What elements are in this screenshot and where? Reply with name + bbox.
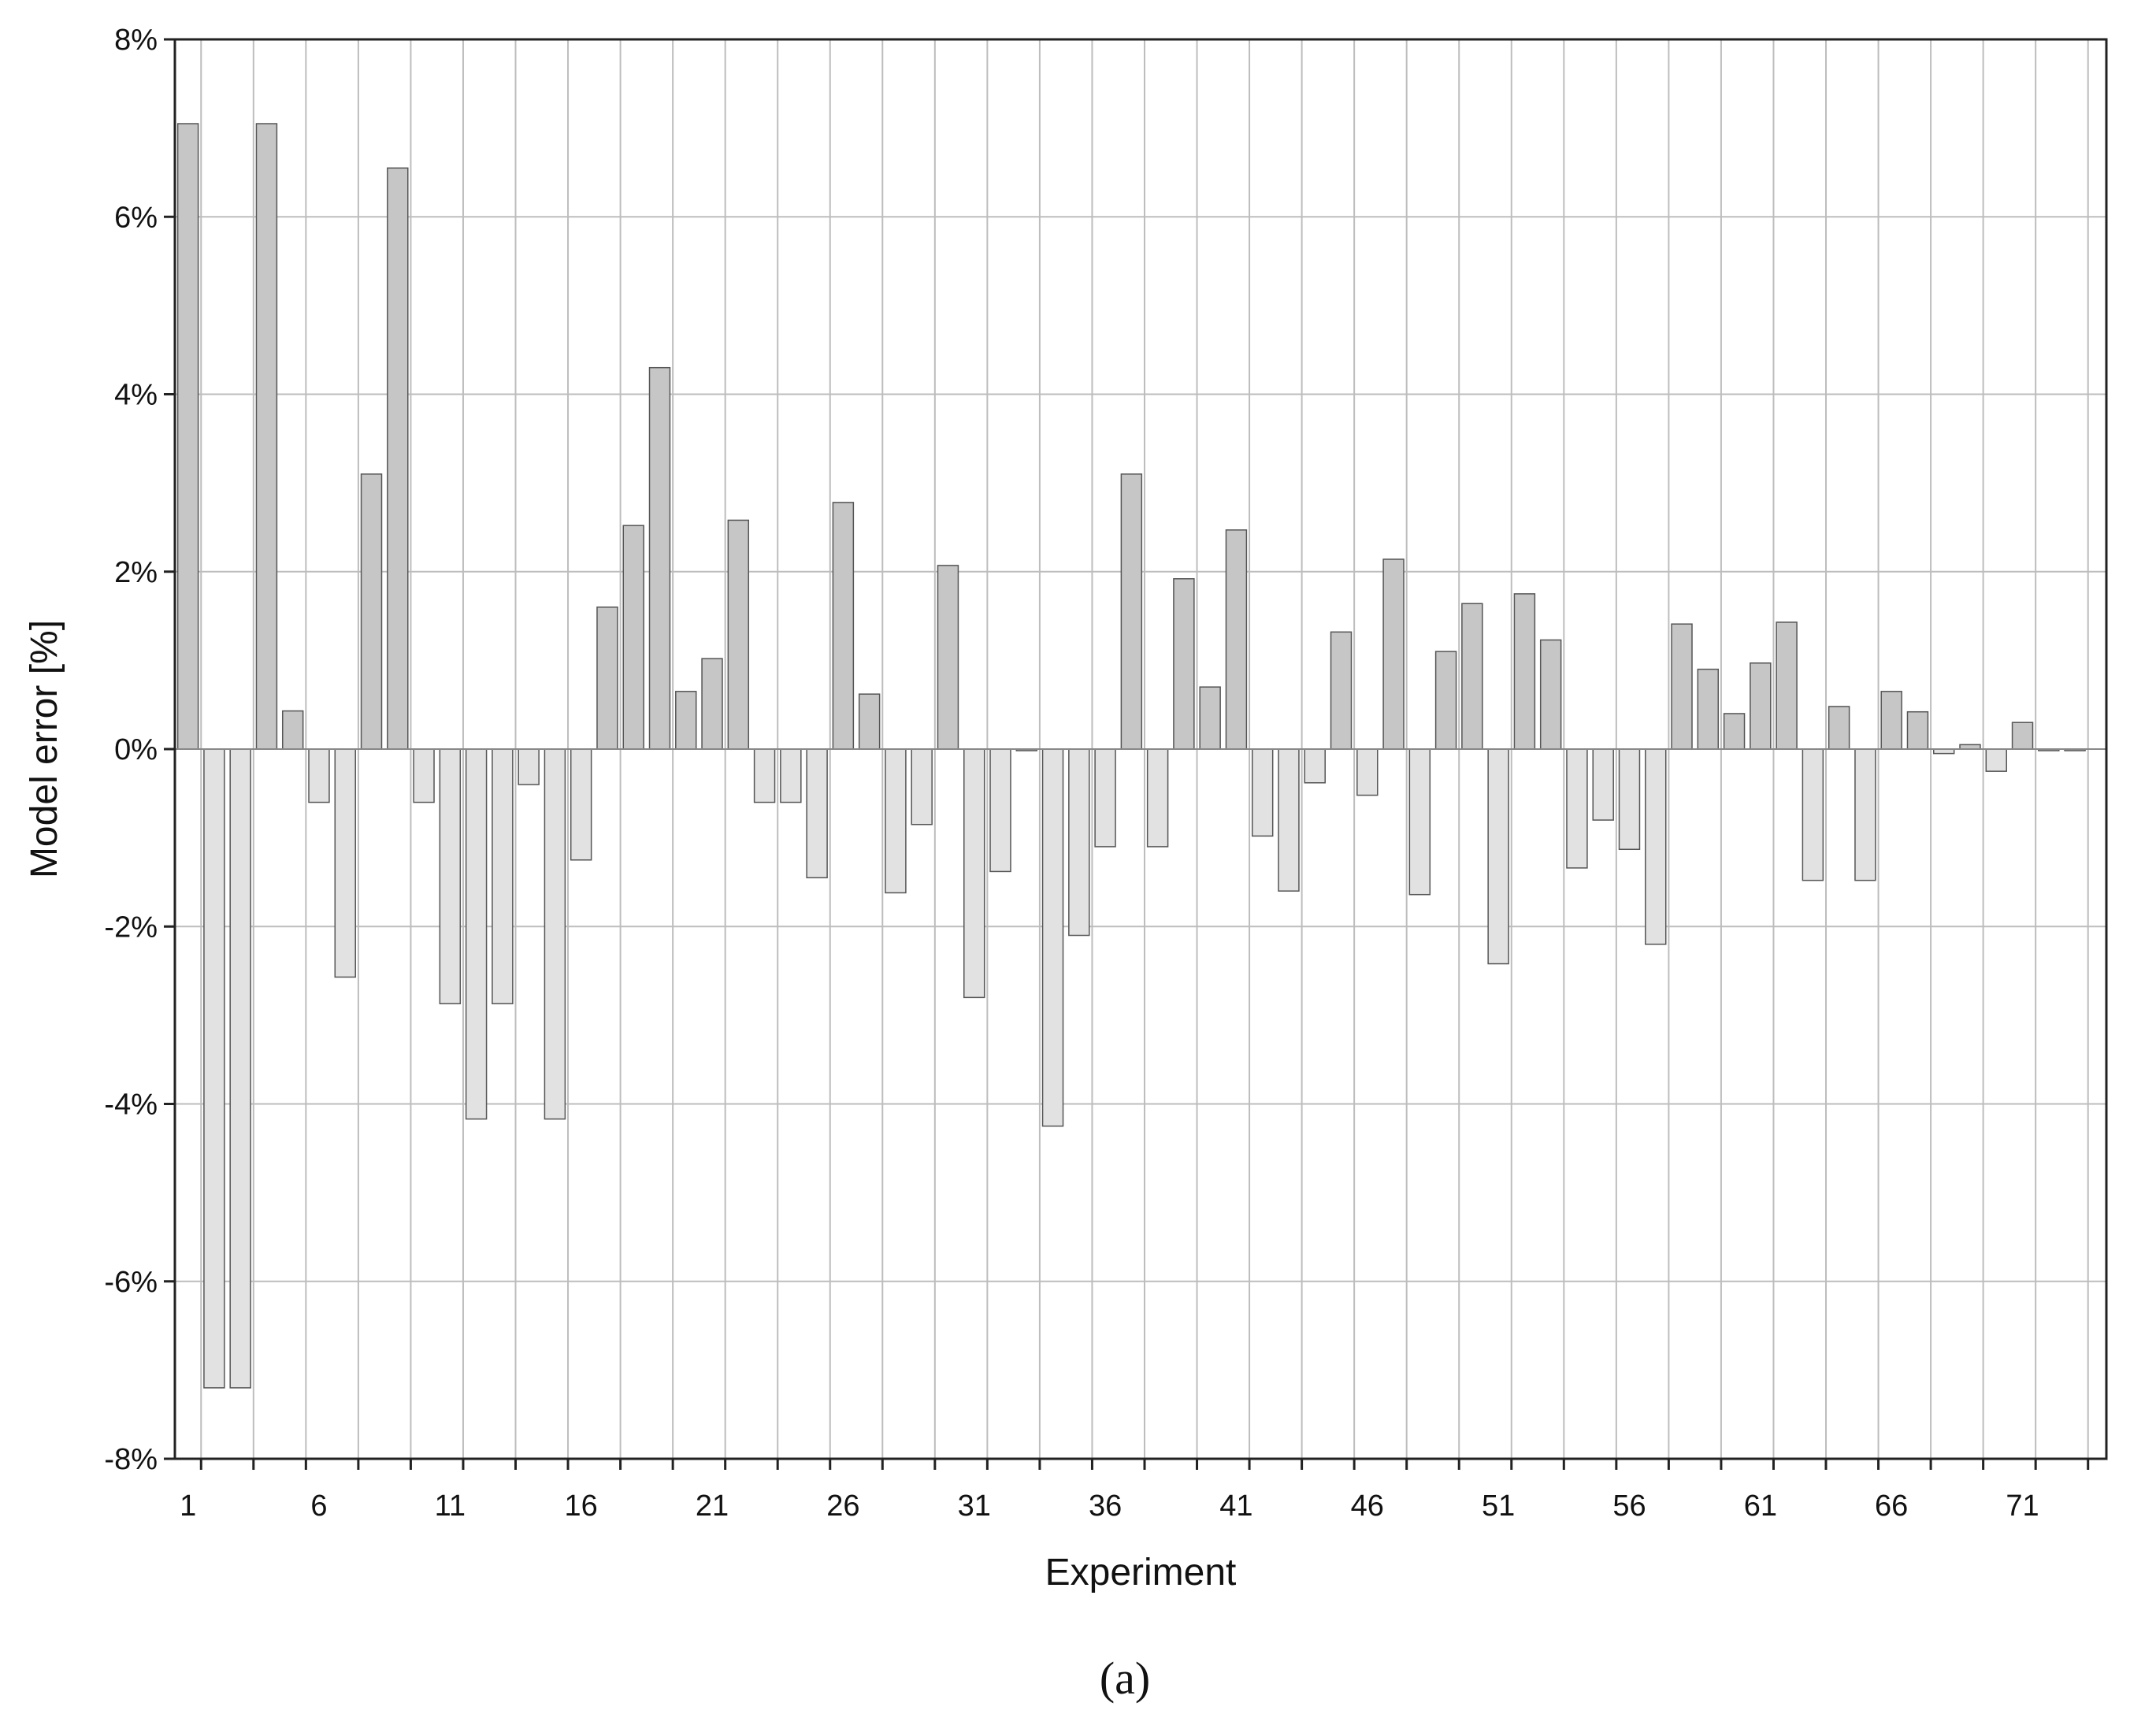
x-tick-label: 71 (2006, 1490, 2039, 1523)
bar-experiment-17 (596, 607, 618, 750)
bar-experiment-57 (1645, 748, 1667, 945)
bar-experiment-9 (387, 167, 409, 750)
y-tick-label: -2% (104, 911, 158, 944)
bar-experiment-16 (570, 748, 592, 861)
bar-experiment-4 (255, 123, 278, 750)
bar-experiment-36 (1094, 748, 1116, 848)
bar-experiment-6 (308, 748, 330, 803)
bar-experiment-27 (858, 693, 881, 750)
x-tick-label: 6 (310, 1490, 327, 1523)
x-tick-label: 41 (1219, 1490, 1252, 1523)
bar-experiment-30 (937, 565, 959, 750)
bar-experiment-63 (1802, 748, 1824, 881)
x-tick-label: 16 (565, 1490, 598, 1523)
bar-experiment-65 (1854, 748, 1876, 881)
bar-experiment-38 (1146, 748, 1169, 848)
bar-experiment-15 (544, 748, 566, 1120)
bar-experiment-2 (203, 748, 225, 1389)
bar-experiment-39 (1173, 578, 1195, 750)
bar-experiment-43 (1278, 748, 1300, 892)
bar-experiment-19 (648, 366, 671, 750)
bar-experiment-8 (360, 473, 383, 750)
y-axis-title: Model error [%] (24, 620, 65, 878)
bars (175, 123, 2106, 1389)
y-tick-label: 4% (114, 379, 158, 412)
bar-experiment-25 (806, 748, 828, 879)
bar-experiment-59 (1697, 668, 1720, 750)
bar-experiment-14 (518, 748, 540, 785)
bar-experiment-49 (1434, 651, 1457, 750)
x-tick-label: 51 (1482, 1490, 1515, 1523)
bar-experiment-18 (622, 525, 644, 750)
bar-experiment-56 (1618, 748, 1641, 851)
tick-labels: 8%6%4%2%0%-2%-4%-6%-8%1 6 11 16 21 26 31 36 41 46… (104, 24, 2090, 1523)
bar-experiment-47 (1382, 558, 1405, 750)
x-axis-title: Experiment (1045, 1552, 1237, 1593)
y-tick-label: -4% (104, 1089, 158, 1122)
y-tick-label: 8% (114, 24, 158, 57)
bar-experiment-66 (1880, 691, 1902, 750)
bar-experiment-46 (1356, 748, 1379, 796)
bar-experiment-7 (334, 748, 356, 978)
y-tick-label: 6% (114, 201, 158, 234)
bar-experiment-11 (439, 748, 462, 1004)
bar-experiment-35 (1068, 748, 1090, 937)
bar-experiment-22 (727, 519, 750, 750)
figure-caption: (a) (1100, 1653, 1150, 1704)
y-tick-label: -8% (104, 1443, 158, 1476)
bar-experiment-41 (1225, 529, 1248, 750)
bar-experiment-40 (1199, 686, 1221, 750)
bar-experiment-20 (675, 691, 697, 750)
x-tick-label: 46 (1351, 1490, 1384, 1523)
bar-experiment-24 (780, 748, 802, 803)
bar-experiment-58 (1671, 623, 1693, 750)
x-tick-label: 56 (1612, 1490, 1646, 1523)
bar-experiment-13 (492, 748, 514, 1004)
y-tick-label: 2% (114, 556, 158, 589)
x-tick-label: 66 (1875, 1490, 1908, 1523)
bar-experiment-67 (1906, 710, 1929, 750)
bar-experiment-62 (1776, 621, 1798, 750)
x-tick-label: 31 (958, 1490, 991, 1523)
bar-experiment-29 (911, 748, 933, 825)
bar-experiment-53 (1539, 639, 1562, 750)
bar-experiment-3 (229, 748, 251, 1389)
x-tick-label: 26 (826, 1490, 859, 1523)
y-tick-label: -6% (104, 1266, 158, 1299)
bar-experiment-48 (1408, 748, 1431, 896)
bar-experiment-55 (1592, 748, 1614, 821)
bar-experiment-45 (1330, 631, 1353, 750)
bar-experiment-51 (1487, 748, 1509, 965)
bar-experiment-28 (885, 748, 907, 894)
bar-experiment-26 (832, 502, 855, 750)
x-tick-label: 61 (1744, 1490, 1777, 1523)
x-tick-label: 11 (435, 1490, 466, 1523)
bar-experiment-70 (1985, 748, 2007, 772)
bar-experiment-54 (1566, 748, 1588, 869)
bar-experiment-21 (701, 658, 723, 750)
bar-experiment-50 (1461, 603, 1483, 750)
bar-experiment-64 (1828, 706, 1850, 750)
x-tick-label: 36 (1089, 1490, 1122, 1523)
bar-experiment-44 (1304, 748, 1326, 784)
bar-experiment-61 (1750, 662, 1772, 750)
bar-experiment-52 (1513, 593, 1536, 750)
x-tick-label: 1 (180, 1490, 196, 1523)
bar-experiment-23 (753, 748, 776, 803)
x-tick-label: 21 (696, 1490, 729, 1523)
bar-experiment-32 (989, 748, 1011, 873)
bar-experiment-31 (963, 748, 985, 999)
bar-experiment-12 (465, 748, 488, 1120)
y-tick-label: 0% (114, 733, 158, 766)
bar-experiment-37 (1120, 473, 1143, 750)
bar-experiment-60 (1723, 713, 1746, 750)
bar-experiment-42 (1251, 748, 1274, 837)
bar-experiment-10 (413, 748, 435, 803)
bar-experiment-71 (2011, 722, 2034, 750)
bar-experiment-34 (1041, 748, 1064, 1127)
bar-experiment-5 (281, 710, 304, 750)
bar-experiment-1 (176, 123, 199, 750)
